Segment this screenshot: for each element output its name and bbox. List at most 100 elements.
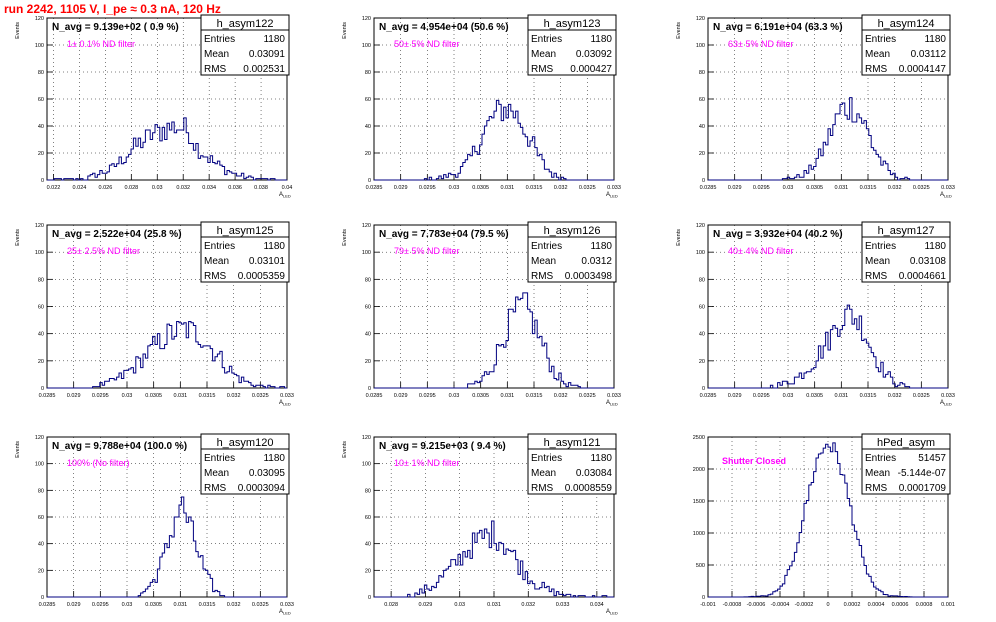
y-tick-label: 60 [699,305,705,311]
x-tick-label: 0.0315 [199,602,216,608]
stats-key: Mean [531,468,556,479]
x-tick-label: 0.022 [47,185,61,191]
x-tick-label: 0.033 [607,185,621,191]
x-tick-label: 0.031 [173,393,187,399]
x-axis-title: ALED [940,400,952,407]
x-tick-label: 0.032 [888,393,902,399]
stats-value: 0.03101 [249,256,286,267]
stats-key: RMS [531,271,554,282]
x-tick-label: 0.0285 [366,393,383,399]
y-tick-label: 20 [365,359,371,365]
stats-key: Mean [531,256,556,267]
navg-label: N_avg = 9.788e+04 (100.0 %) [52,441,187,452]
stats-key: Entries [531,241,562,252]
y-tick-label: 120 [696,16,705,22]
x-tick-label: 0.0315 [526,185,543,191]
y-tick-label: 60 [38,305,44,311]
y-tick-label: 40 [38,124,44,130]
histogram-line [374,99,614,181]
y-tick-label: 20 [699,359,705,365]
y-tick-label: 0 [41,595,44,601]
stats-value: 0.03091 [249,49,286,60]
panel-h_asym126: 0.0285 0.029 0.0295 0.03 0.0305 0.031 0.0315 0.… [342,221,621,407]
y-tick-label: 40 [699,332,705,338]
x-tick-label: 0.0325 [579,393,596,399]
y-tick-label: 120 [35,223,44,229]
stats-box: h_asym125 Entries 1180 Mean 0.03101 RMS 0.0005… [200,221,290,283]
stats-value: 0.0312 [581,256,612,267]
stats-value: 1180 [924,241,946,252]
stats-key: Entries [865,453,896,464]
x-axis-title: ALED [279,192,291,199]
stats-key: RMS [204,271,227,282]
filter-label: 63± 5% ND filter [728,39,793,49]
stats-box: h_asym126 Entries 1180 Mean 0.0312 RMS 0.00034… [527,221,617,283]
stats-value: 0.0005359 [238,271,286,282]
y-tick-label: 40 [365,542,371,548]
stats-key: Entries [204,241,235,252]
histogram-name: h_asym120 [217,437,274,449]
x-tick-label: 0.03 [122,602,133,608]
stats-key: RMS [531,483,554,494]
stats-key: RMS [531,64,554,75]
y-tick-label: 120 [696,223,705,229]
stats-key: Mean [204,256,229,267]
x-tick-label: 0.0325 [913,185,930,191]
histogram-name: h_asym121 [544,437,601,449]
x-tick-label: 0.0295 [92,602,109,608]
x-tick-label: 0.0008 [916,602,933,608]
x-tick-label: 0.0315 [199,393,216,399]
stats-value: 1180 [590,453,612,464]
x-tick-label: 0.031 [487,602,501,608]
stats-box-frame [527,14,617,76]
x-tick-label: 0.029 [67,393,81,399]
y-tick-label: 120 [35,435,44,441]
y-tick-label: 40 [365,124,371,130]
x-tick-label: 0.032 [521,602,535,608]
y-tick-label: 0 [368,178,371,184]
navg-label: N_avg = 6.191e+04 (63.3 %) [713,22,843,33]
stats-key: Mean [531,49,556,60]
stats-box: h_asym127 Entries 1180 Mean 0.03108 RMS 0.0004… [861,221,951,283]
x-tick-label: 0.0305 [145,393,162,399]
stats-box-frame [861,14,951,76]
stats-value: 1180 [263,34,285,45]
histogram-line [374,520,614,598]
stats-value: 0.03112 [911,49,947,60]
x-tick-label: 0.0325 [579,185,596,191]
histogram-name: h_asym123 [544,18,601,30]
stats-value: 0.0003498 [565,271,613,282]
x-tick-label: 0.031 [500,393,514,399]
histogram-line [708,97,948,181]
y-tick-label: 120 [362,16,371,22]
panel-h_asym121: 0.028 0.029 0.03 0.031 0.032 0.033 0.034 0 20 40 6… [342,433,618,616]
x-tick-label: 0.0295 [92,393,109,399]
x-axis-title: ALED [279,400,291,407]
y-tick-label: 2000 [693,467,705,473]
x-axis-title: ALED [606,609,618,616]
x-tick-label: 0.029 [67,602,81,608]
x-tick-label: 0.0285 [700,393,717,399]
y-axis-title: Events [342,441,348,458]
stats-value: 1180 [590,34,612,45]
stats-value: 0.03095 [249,468,286,479]
stats-key: Entries [865,241,896,252]
x-tick-label: 0.0315 [860,185,877,191]
x-tick-label: 0.031 [500,185,514,191]
navg-label: N_avg = 3.932e+04 (40.2 %) [713,229,843,240]
x-tick-label: 0.0305 [806,185,823,191]
y-tick-label: 0 [41,386,44,392]
stats-key: Entries [531,34,562,45]
x-tick-label: 0.0285 [366,185,383,191]
panel-h_asym124: 0.0285 0.029 0.0295 0.03 0.0305 0.031 0.0315 0.… [676,14,955,199]
y-tick-label: 500 [696,563,705,569]
x-tick-label: 0.0295 [419,393,436,399]
histogram-line [708,304,948,389]
stats-box: h_asym122 Entries 1180 Mean 0.03091 RMS 0.0025… [200,14,290,76]
y-tick-label: 60 [38,97,44,103]
y-tick-label: 120 [362,223,371,229]
stats-value: 0.0008559 [565,483,613,494]
stats-box: h_asym120 Entries 1180 Mean 0.03095 RMS 0.0003… [200,433,290,495]
x-tick-label: -0.001 [700,602,716,608]
x-tick-label: 0.0285 [39,393,56,399]
